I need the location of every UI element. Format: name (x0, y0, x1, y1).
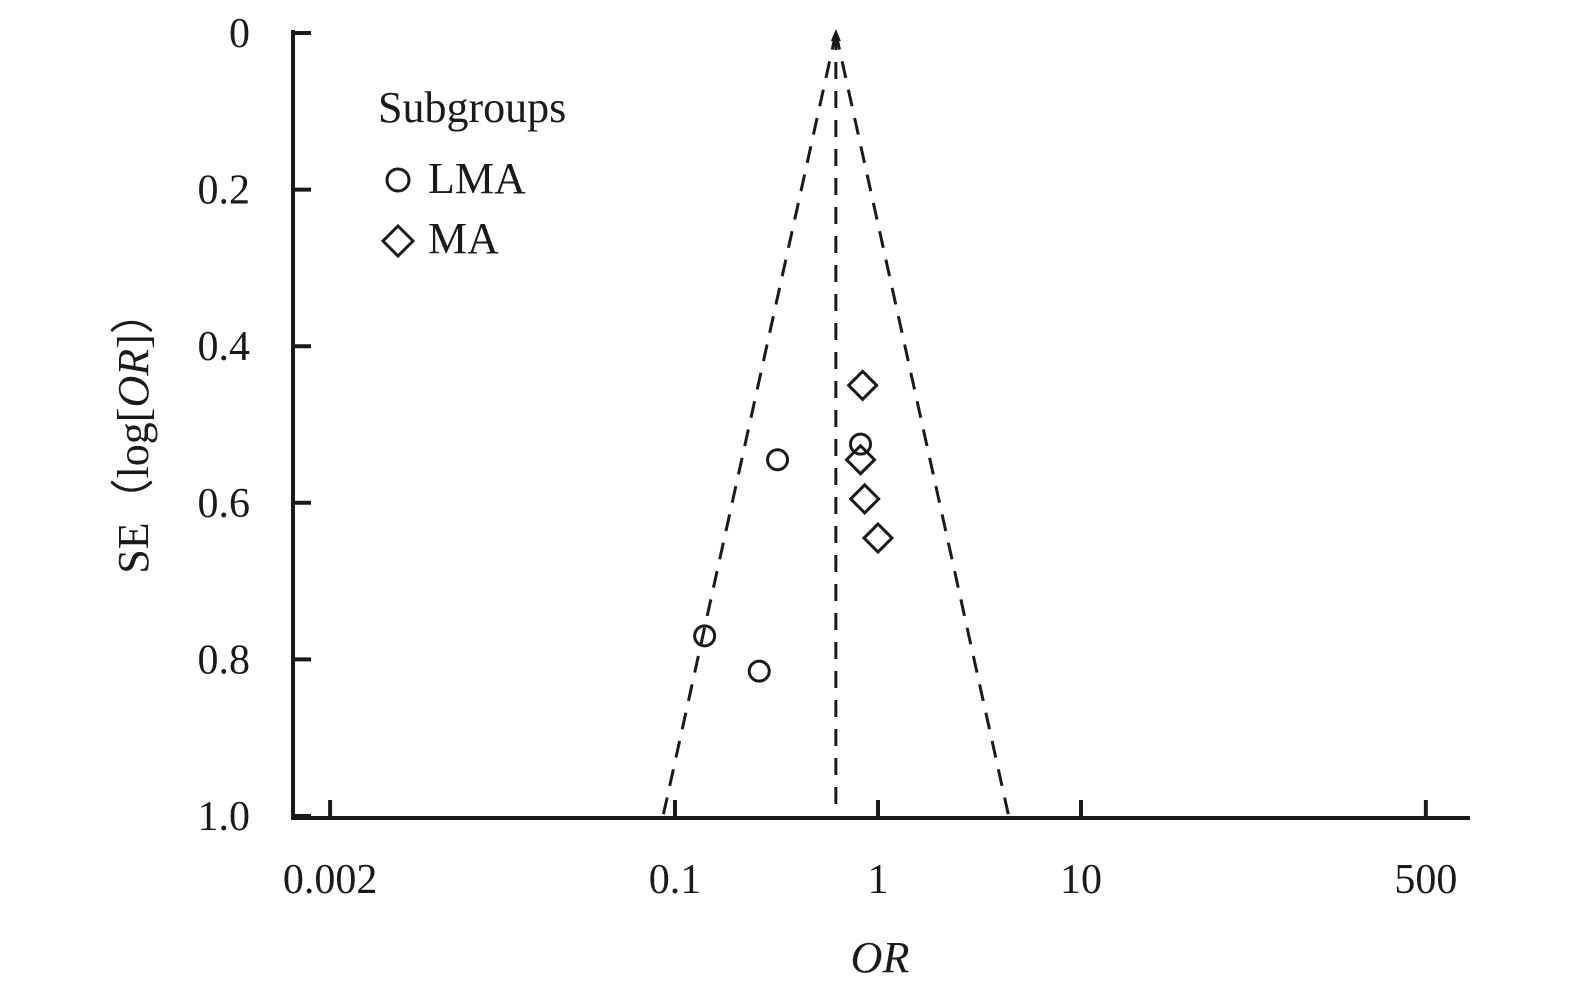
point-ma (846, 369, 879, 402)
legend: Subgroups LMA MA (378, 83, 566, 263)
legend-diamond-marker (380, 223, 416, 259)
point-lma (849, 432, 873, 456)
funnel-left-line (661, 32, 838, 817)
x-axis-title: OR (851, 933, 910, 982)
legend-circle-marker (385, 167, 411, 193)
point-lma (766, 448, 790, 472)
y-ticks: 0 0.2 0.4 0.6 0.8 1.0 (198, 11, 311, 840)
funnel-apex (830, 29, 841, 41)
data-points (693, 369, 895, 683)
point-ma (844, 443, 877, 476)
y-tick-label: 0 (229, 11, 250, 57)
y-tick-label: 0.4 (198, 324, 251, 370)
x-tick-label: 0.1 (649, 857, 702, 903)
y-axis-title-italic: OR (109, 349, 158, 408)
point-lma (693, 624, 717, 648)
legend-label-lma: LMA (428, 154, 526, 203)
y-axis-title-prefix: SE（log[ (109, 408, 158, 574)
funnel-lines (661, 29, 1011, 817)
y-axis-title-suffix: ]） (109, 290, 158, 349)
point-ma (848, 482, 881, 516)
y-tick-label: 0.2 (198, 168, 251, 214)
y-tick-label: 1.0 (198, 794, 251, 840)
y-tick-label: 0.8 (198, 637, 251, 683)
x-tick-label: 500 (1394, 857, 1457, 903)
point-ma (861, 521, 895, 555)
y-tick-label: 0.6 (198, 481, 251, 527)
x-ticks: 0.002 0.1 1 10 500 (283, 800, 1457, 903)
axes (291, 30, 1470, 820)
y-axis-title: SE（log[OR]） (109, 290, 158, 574)
point-lma (747, 659, 771, 683)
x-tick-label: 1 (868, 857, 889, 903)
x-tick-label: 0.002 (283, 857, 378, 903)
funnel-right-line (834, 32, 1011, 817)
x-tick-label: 10 (1060, 857, 1102, 903)
legend-label-ma: MA (428, 214, 499, 263)
legend-title: Subgroups (378, 83, 566, 132)
